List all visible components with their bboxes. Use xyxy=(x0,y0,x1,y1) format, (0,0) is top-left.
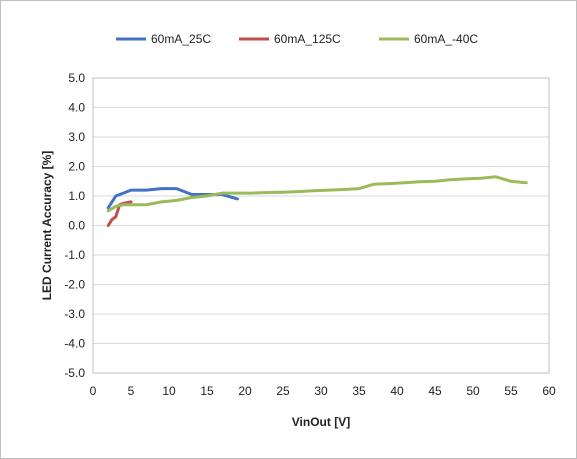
y-axis-title: LED Current Accuracy [%] xyxy=(40,151,54,301)
legend-label: 60mA_-40C xyxy=(414,32,478,46)
y-tick-label: -2.0 xyxy=(64,278,85,292)
x-tick-label: 35 xyxy=(352,384,366,398)
y-axis: 5.0 4.0 3.0 2.0 1.0 0.0 -1.0 -2.0 -3.0 -4.0 -5.0 xyxy=(64,71,85,380)
x-tick-label: 50 xyxy=(466,384,480,398)
y-tick-label: 4.0 xyxy=(68,101,85,115)
x-tick-label: 20 xyxy=(238,384,252,398)
y-tick-label: 0.0 xyxy=(68,219,85,233)
x-axis: 0 5 10 15 20 25 30 35 40 45 50 55 60 xyxy=(90,384,556,398)
x-tick-label: 45 xyxy=(428,384,442,398)
y-tick-label: 2.0 xyxy=(68,160,85,174)
x-tick-label: 15 xyxy=(200,384,214,398)
y-tick-label: 5.0 xyxy=(68,71,85,85)
legend-label: 60mA_25C xyxy=(151,32,211,46)
x-axis-title: VinOut [V] xyxy=(292,415,350,429)
x-tick-label: 60 xyxy=(542,384,556,398)
legend-label: 60mA_125C xyxy=(274,32,341,46)
series-lines xyxy=(106,175,528,227)
y-tick-label: 3.0 xyxy=(68,130,85,144)
y-tick-label: -5.0 xyxy=(64,366,85,380)
x-tick-label: 25 xyxy=(276,384,290,398)
plot-area xyxy=(92,77,550,374)
y-tick-label: -1.0 xyxy=(64,248,85,262)
plot-border xyxy=(92,77,550,374)
x-tick-label: 55 xyxy=(504,384,518,398)
series-line-60mA_-40C xyxy=(106,175,528,213)
x-tick-label: 10 xyxy=(162,384,176,398)
series-line-60mA_125C xyxy=(106,200,133,227)
x-tick-label: 30 xyxy=(314,384,328,398)
legend: 60mA_25C 60mA_125C 60mA_-40C xyxy=(116,32,478,46)
x-tick-label: 5 xyxy=(128,384,135,398)
y-tick-label: 1.0 xyxy=(68,189,85,203)
x-tick-label: 0 xyxy=(90,384,97,398)
y-tick-label: -4.0 xyxy=(64,337,85,351)
y-tick-label: -3.0 xyxy=(64,307,85,321)
grid-lines xyxy=(93,77,549,374)
x-tick-label: 40 xyxy=(390,384,404,398)
